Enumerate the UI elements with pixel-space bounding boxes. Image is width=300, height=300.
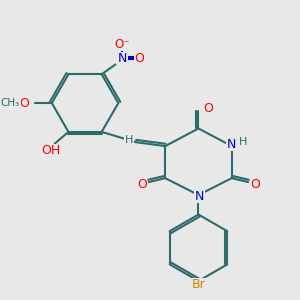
Text: N: N — [195, 190, 204, 202]
Text: OH: OH — [41, 144, 61, 157]
Text: N: N — [118, 52, 127, 65]
Text: O: O — [137, 178, 147, 190]
Text: Br: Br — [192, 278, 206, 291]
Text: N: N — [226, 138, 236, 151]
Text: CH₃: CH₃ — [1, 98, 20, 108]
Text: O: O — [250, 178, 260, 190]
Text: O⁻: O⁻ — [115, 38, 130, 51]
Text: O: O — [135, 52, 145, 65]
Text: O: O — [20, 97, 29, 110]
Text: H: H — [125, 135, 133, 145]
Text: O: O — [203, 102, 213, 115]
Text: H: H — [238, 137, 247, 147]
Text: N: N — [118, 52, 127, 65]
